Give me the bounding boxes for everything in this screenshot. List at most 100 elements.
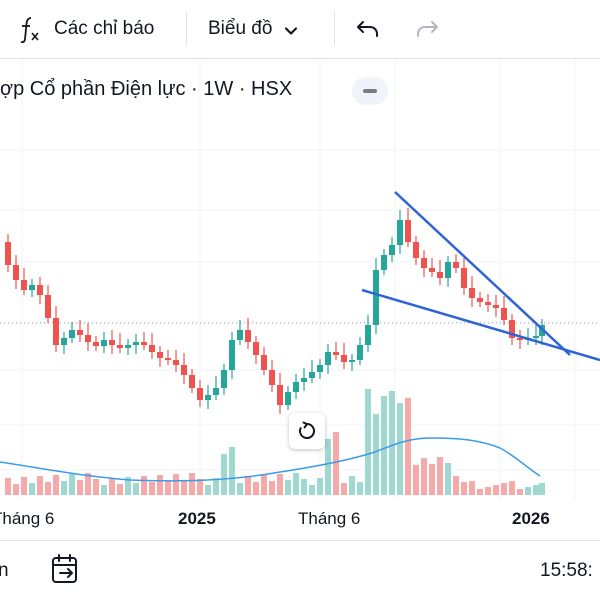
candle-body xyxy=(13,265,19,280)
candle-body xyxy=(253,342,259,355)
volume-bar xyxy=(13,484,19,495)
volume-bar xyxy=(197,479,203,495)
candle-body xyxy=(373,270,379,325)
volume-bar xyxy=(429,464,435,495)
redo-button[interactable] xyxy=(414,0,440,58)
volume-bar xyxy=(189,473,195,495)
volume-bar xyxy=(517,489,523,495)
indicators-button[interactable]: Các chỉ báo xyxy=(18,0,154,58)
volume-bar xyxy=(77,480,83,495)
candle-body xyxy=(437,272,443,278)
volume-bar xyxy=(125,477,131,495)
volume-bar xyxy=(213,478,219,495)
volume-bar xyxy=(469,481,475,495)
chart-type-dropdown[interactable]: Biểu đồ xyxy=(208,0,298,58)
chart-pane[interactable] xyxy=(0,59,600,540)
volume-bar xyxy=(29,483,35,495)
candle-body xyxy=(309,372,315,378)
candle-body xyxy=(61,338,67,345)
candle-body xyxy=(101,340,107,346)
candle-body xyxy=(445,262,451,278)
volume-bar xyxy=(349,476,355,495)
volume-bar xyxy=(157,475,163,495)
candle-body xyxy=(21,280,27,290)
volume-bar xyxy=(501,483,507,495)
volume-bar xyxy=(293,473,299,495)
candle-body xyxy=(5,242,11,265)
volume-bar xyxy=(357,482,363,495)
candle-body xyxy=(517,338,523,340)
volume-bar xyxy=(405,398,411,495)
volume-bar xyxy=(533,485,539,495)
volume-bar xyxy=(173,474,179,495)
candle-body xyxy=(365,325,371,345)
volume-bar xyxy=(109,478,115,495)
candle-body xyxy=(205,395,211,400)
candle-body xyxy=(69,330,75,338)
chevron-down-icon xyxy=(284,22,298,36)
indicators-label: Các chỉ báo xyxy=(54,18,155,39)
volume-bar xyxy=(205,485,211,495)
reset-icon xyxy=(297,421,317,441)
candle-body xyxy=(357,345,363,360)
candle-body xyxy=(125,345,131,348)
volume-bar xyxy=(181,480,187,495)
volume-bar xyxy=(325,439,331,495)
candle-body xyxy=(189,375,195,388)
candle-body xyxy=(413,242,419,258)
candle-body xyxy=(285,392,291,405)
candle-body xyxy=(45,295,51,318)
volume-bar xyxy=(365,389,371,495)
volume-bar xyxy=(397,403,403,495)
candle-body xyxy=(509,320,515,338)
toolbar-divider xyxy=(334,12,335,46)
candle-body xyxy=(237,330,243,340)
candle-body xyxy=(277,385,283,405)
candle-body xyxy=(469,288,475,298)
time-axis-label: 2026 xyxy=(512,509,550,528)
volume-bar xyxy=(45,482,51,495)
candle-body xyxy=(197,388,203,400)
candle-body xyxy=(453,262,459,268)
candle-body xyxy=(381,255,387,270)
reset-chart-button[interactable] xyxy=(289,413,325,449)
volume-bar xyxy=(485,487,491,495)
volume-bar xyxy=(141,476,147,495)
volume-bar xyxy=(261,475,267,495)
volume-bar xyxy=(229,447,235,495)
symbol-title: ợp Cổ phần Điện lực · 1W · HSX xyxy=(0,78,293,100)
volume-bar xyxy=(493,485,499,495)
minus-icon xyxy=(363,89,377,93)
volume-bar xyxy=(61,481,67,495)
candle-body xyxy=(477,298,483,302)
volume-bar xyxy=(285,480,291,495)
volume-bar xyxy=(477,489,483,495)
candle-body xyxy=(349,360,355,362)
volume-bar xyxy=(445,463,451,495)
candle-body xyxy=(29,285,35,290)
candle-body xyxy=(77,330,83,335)
volume-bar xyxy=(525,487,531,495)
collapse-legend-button[interactable] xyxy=(352,77,388,105)
volume-bar xyxy=(437,457,443,495)
go-to-date-button[interactable] xyxy=(50,553,80,585)
volume-bar xyxy=(117,484,123,495)
volume-bar xyxy=(101,485,107,495)
volume-bar xyxy=(277,474,283,495)
candle-body xyxy=(301,378,307,382)
time-axis-label: Tháng 6 xyxy=(298,509,361,528)
interval-label: n xyxy=(0,560,9,581)
price-chart[interactable] xyxy=(0,59,600,540)
undo-button[interactable] xyxy=(355,0,381,58)
candle-body xyxy=(493,305,499,308)
candle-body xyxy=(397,220,403,245)
toolbar-divider xyxy=(186,12,187,46)
chart-type-label: Biểu đồ xyxy=(208,18,273,39)
volume-bar xyxy=(413,465,419,495)
volume-bar xyxy=(165,481,171,495)
candle-body xyxy=(109,340,115,345)
undo-icon xyxy=(355,17,381,41)
candle-body xyxy=(133,342,139,345)
toolbar-border xyxy=(0,58,600,59)
trendline-upper xyxy=(394,191,571,356)
